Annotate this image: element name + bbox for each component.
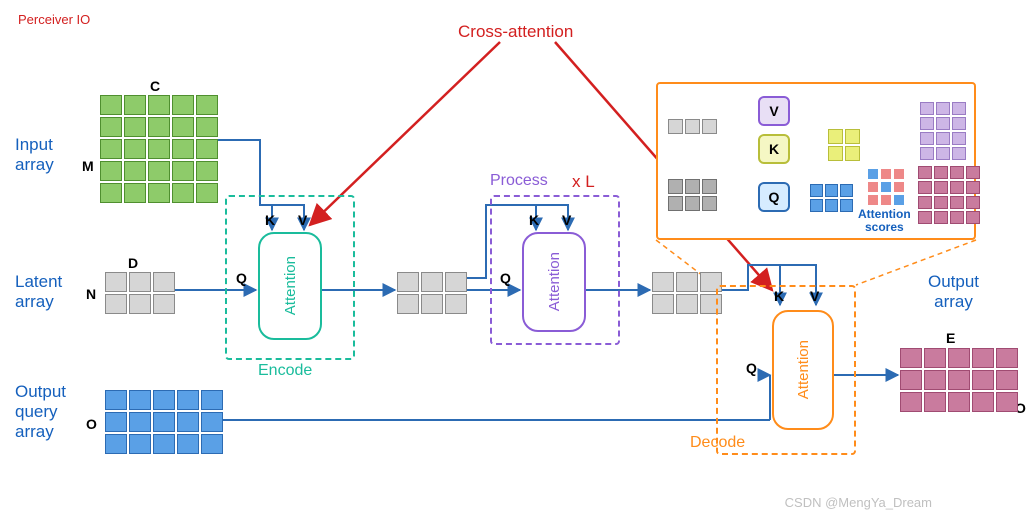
latent-array [105,272,175,314]
attention-inset: V K Q Attention scores [656,82,976,240]
dim-c: C [150,78,160,94]
decode-attention: Attention [772,310,834,430]
watermark: CSDN @MengYa_Dream [785,495,932,510]
encode-attention: Attention [258,232,322,340]
latent-array-3 [652,272,722,314]
dim-n: N [86,286,96,302]
output-query-label: Output query array [15,382,66,442]
process-v: V [562,212,571,228]
decode-k: K [774,288,784,304]
encode-label: Encode [258,362,312,380]
input-array [100,95,218,203]
process-label: Process [490,172,548,190]
encode-v: V [298,212,307,228]
dim-o: O [86,416,97,432]
output-array [900,348,1018,412]
inset-in-top [668,119,717,134]
latent-array-label: Latent array [15,272,62,312]
decode-v: V [810,288,819,304]
inset-q-out [810,184,853,212]
inset-in-bot [668,179,717,211]
output-query-array [105,390,223,454]
output-array-label: Output array [928,272,979,312]
process-attention: Attention [522,232,586,332]
dim-d: D [128,255,138,271]
inset-scores-label: Attention scores [858,208,911,234]
inset-k-box: K [758,134,790,164]
dim-m: M [82,158,94,174]
dim-e: E [946,330,955,346]
inset-kv-out [828,129,860,161]
inset-q-box: Q [758,182,790,212]
inset-v-box: V [758,96,790,126]
decode-label: Decode [690,434,745,452]
latent-array-2 [397,272,467,314]
inset-scores [868,169,904,205]
encode-k: K [265,212,275,228]
process-q: Q [500,270,511,286]
input-array-label: Input array [15,135,54,175]
encode-q: Q [236,270,247,286]
inset-out1 [920,102,966,160]
process-k: K [529,212,539,228]
xl-label: x L [572,172,595,192]
inset-out2 [918,166,980,224]
decode-q: Q [746,360,757,376]
